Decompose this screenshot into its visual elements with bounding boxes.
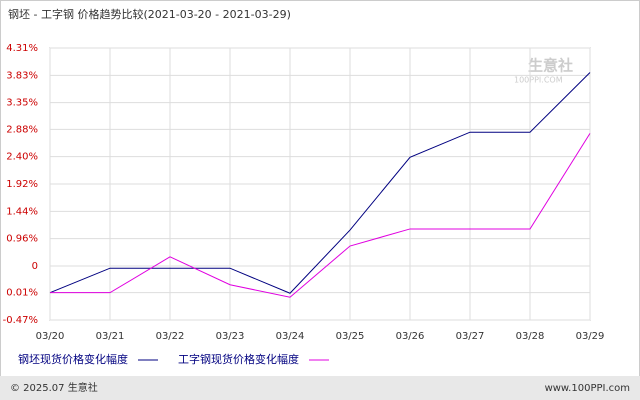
y-tick-label: 1.44% [6, 206, 38, 217]
chart-title: 钢坯 - 工字钢 价格趋势比较(2021-03-20 - 2021-03-29) [8, 7, 291, 21]
x-tick-label: 03/22 [156, 331, 185, 342]
footer-right: www.100PPI.com [545, 383, 630, 394]
x-tick-label: 03/26 [396, 331, 425, 342]
x-tick-label: 03/20 [36, 331, 65, 342]
x-tick-label: 03/21 [96, 331, 125, 342]
x-tick-label: 03/24 [276, 331, 305, 342]
series-line [50, 133, 591, 298]
y-tick-label: 0 [32, 261, 38, 272]
y-tick-label: 4.31% [6, 43, 38, 54]
y-tick-label: 1.92% [6, 179, 38, 190]
footer-left: © 2025.07 生意社 [10, 381, 98, 394]
x-tick-label: 03/25 [336, 331, 365, 342]
footer-bar [0, 376, 640, 400]
y-tick-label: 3.35% [6, 98, 38, 109]
x-tick-label: 03/29 [576, 331, 605, 342]
legend-label: 钢坯现货价格变化幅度 [18, 352, 128, 366]
y-tick-label: 0.96% [6, 234, 38, 245]
y-tick-label: 2.40% [6, 152, 38, 163]
y-tick-label: -0.47% [3, 315, 38, 326]
y-tick-label: 3.83% [6, 70, 38, 81]
watermark-site: 100PPI.COM [514, 76, 563, 85]
x-tick-label: 03/23 [216, 331, 245, 342]
x-tick-label: 03/28 [516, 331, 545, 342]
y-tick-label: 2.88% [6, 124, 38, 135]
y-tick-label: 0.01% [6, 288, 38, 299]
watermark: 生意社 [528, 57, 573, 75]
legend-label: 工字钢现货价格变化幅度 [178, 352, 299, 366]
series-line [49, 72, 591, 294]
x-tick-label: 03/27 [456, 331, 485, 342]
